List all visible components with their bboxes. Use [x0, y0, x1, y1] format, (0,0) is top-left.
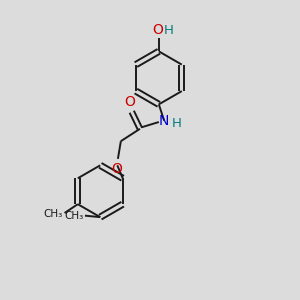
- Text: O: O: [111, 162, 122, 176]
- Text: O: O: [152, 23, 163, 37]
- Text: CH₃: CH₃: [44, 209, 63, 220]
- Text: H: H: [172, 117, 182, 130]
- Text: CH₃: CH₃: [64, 211, 83, 221]
- Text: N: N: [159, 114, 169, 128]
- Text: H: H: [164, 24, 173, 37]
- Text: O: O: [124, 95, 135, 109]
